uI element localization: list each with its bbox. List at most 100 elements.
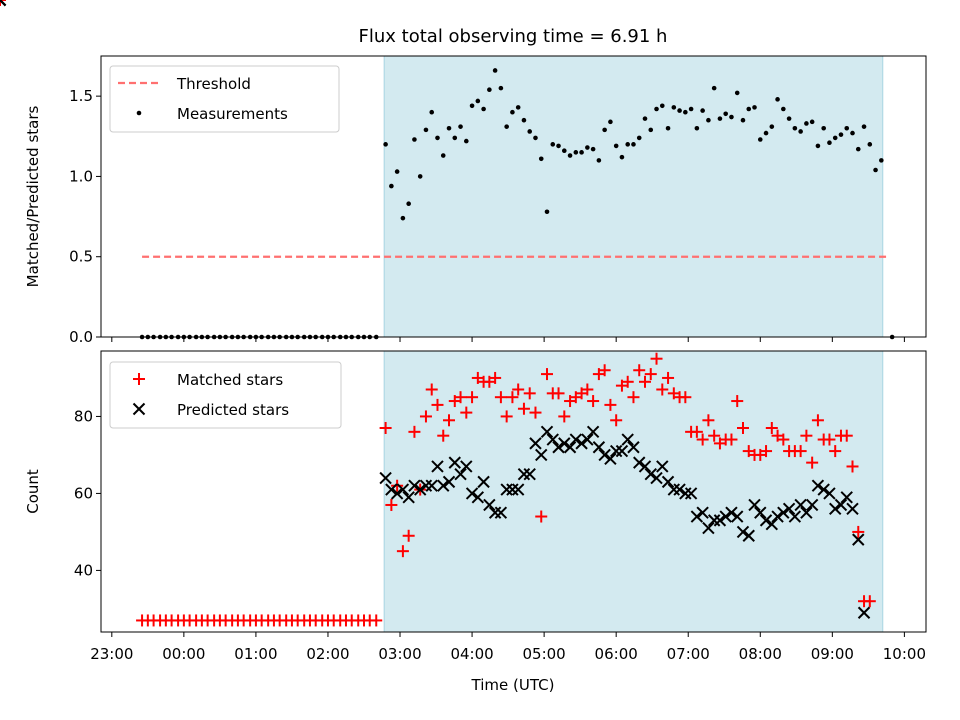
matched-star-point: [708, 429, 721, 442]
measurement-point: [723, 111, 728, 117]
predicted-star-point: [477, 475, 490, 489]
predicted-star-point: [754, 506, 767, 519]
predicted-star-point: [598, 448, 611, 462]
measurement-point: [469, 103, 475, 109]
y-tick-label: 80: [74, 407, 93, 425]
measurement-point: [561, 148, 567, 154]
predicted-star-point: [523, 467, 536, 481]
matched-star-point: [621, 375, 634, 388]
measurement-point: [515, 105, 521, 110]
measurement-point: [688, 106, 694, 112]
x-tick-label: 09:00: [811, 645, 854, 663]
predicted-star-point: [759, 514, 773, 527]
predicted-star-point: [621, 433, 634, 446]
predicted-star-point: [517, 467, 531, 481]
predicted-star-point: [817, 483, 830, 496]
predicted-star-point: [823, 487, 836, 500]
predicted-star-point: [679, 487, 692, 500]
measurement-point: [538, 156, 544, 162]
matched-star-point: [506, 391, 519, 404]
measurement-point: [636, 135, 642, 141]
predicted-star-point: [725, 506, 738, 519]
matched-star-point: [731, 395, 744, 408]
measurement-point: [752, 105, 757, 110]
measurement-point: [608, 119, 613, 125]
measurement-point: [775, 97, 780, 102]
measurement-point: [544, 209, 550, 215]
measurement-point: [659, 103, 665, 109]
predicted-star-point: [742, 529, 755, 542]
predicted-star-point: [488, 506, 502, 519]
ratio-y-axis: 0.0 0.5 1.0 1.5: [69, 87, 101, 346]
measurement-point: [665, 125, 671, 131]
predicted-star-point: [627, 441, 640, 454]
predicted-star-point: [540, 425, 554, 439]
measurement-point: [487, 87, 492, 93]
matched-star-point: [535, 510, 548, 523]
predicted-star-point: [650, 471, 663, 485]
x-tick-label: 08:00: [739, 645, 782, 663]
predicted-star-point: [673, 483, 686, 496]
predicted-star-point: [707, 514, 721, 527]
measurement-point: [631, 142, 636, 147]
matched-star-point: [529, 406, 542, 419]
predicted-star-point: [494, 506, 508, 519]
measurement-point: [879, 158, 884, 163]
predicted-star-point: [615, 444, 629, 458]
matched-star-point: [840, 429, 853, 442]
matched-star-point: [662, 371, 675, 384]
predicted-star-point: [846, 502, 859, 516]
matched-star-point: [581, 383, 594, 396]
x-tick-label: 23:00: [90, 645, 133, 663]
count-legend-box: [109, 361, 342, 429]
matched-star-point: [552, 387, 565, 400]
measurement-point: [452, 135, 458, 141]
matched-star-point: [656, 383, 669, 396]
matched-star-point: [425, 383, 438, 396]
x-tick-label: 03:00: [378, 645, 421, 663]
predicted-star-point: [0, 0, 7, 7]
y-tick-label: 40: [74, 561, 93, 579]
measurement-point: [642, 116, 648, 121]
matched-star-point: [633, 364, 646, 377]
predicted-star-point: [661, 475, 675, 489]
matched-star-point: [806, 456, 819, 469]
matched-star-point: [777, 433, 790, 446]
measurement-point: [746, 106, 752, 112]
matched-star-point: [760, 445, 773, 458]
predicted-star-point: [702, 521, 715, 535]
measurement-point: [510, 109, 515, 115]
measurement-point: [492, 68, 498, 73]
predicted-star-point: [581, 433, 594, 446]
measurement-point: [740, 117, 746, 123]
y-tick-label: 0.5: [69, 248, 93, 266]
predicted-star-point: [390, 487, 404, 500]
x-tick-label: 04:00: [450, 645, 493, 663]
measurement-point: [700, 108, 705, 113]
matched-star-point: [419, 410, 432, 423]
matched-star-point: [736, 421, 749, 434]
measurement-point: [625, 142, 631, 147]
predicted-star-point: [609, 444, 623, 458]
matched-star-point: [396, 545, 409, 558]
predicted-star-point: [506, 483, 519, 496]
measurement-point: [412, 137, 417, 142]
measurement-point: [786, 116, 792, 121]
legend-threshold-label: Threshold: [176, 75, 251, 93]
predicted-star-point: [852, 533, 865, 546]
predicted-star-point: [471, 491, 485, 504]
predicted-star-point: [546, 433, 559, 446]
measurement-point: [873, 167, 878, 173]
predicted-star-point: [483, 498, 496, 512]
measurement-point: [827, 140, 832, 146]
predicted-star-point: [788, 510, 802, 523]
matched-star-point: [765, 421, 778, 434]
x-axis-label: Time (UTC): [471, 676, 555, 694]
measurement-points: [139, 68, 895, 340]
count-x-axis: 23:00 00:00 01:00 02:00 03:00 04:00 05:00 06:00…: [90, 632, 926, 663]
matched-star-point: [558, 410, 571, 423]
measurement-point: [590, 146, 596, 152]
predicted-star-point: [442, 475, 456, 489]
measurement-point: [654, 106, 659, 112]
matched-star-point: [541, 368, 554, 381]
